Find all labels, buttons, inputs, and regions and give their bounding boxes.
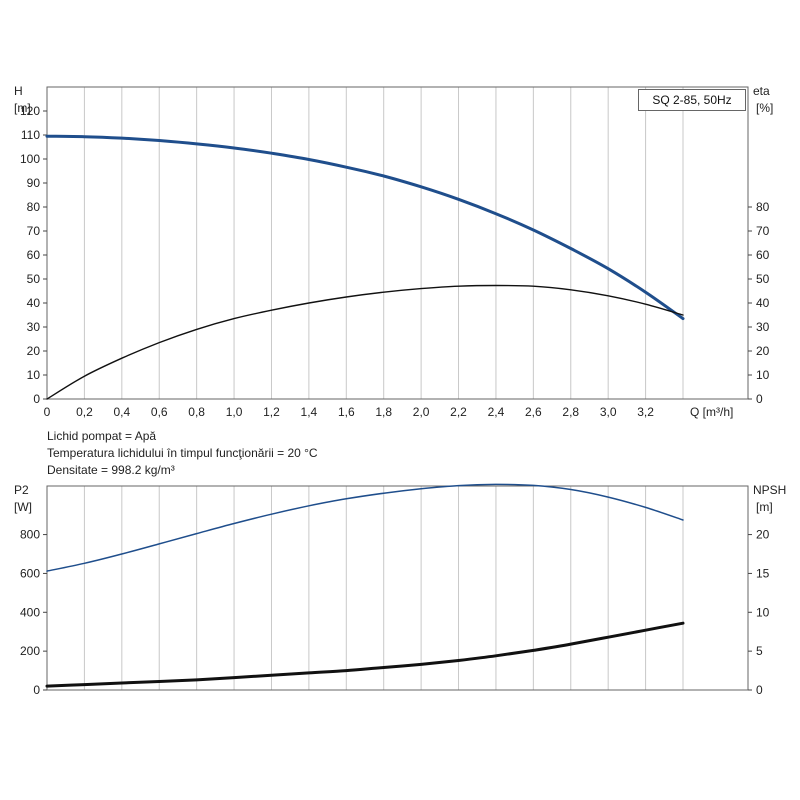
bottom-right-tick-label: 15 (756, 566, 770, 580)
top-right-axis-title: eta (753, 84, 770, 98)
top-left-tick-label: 50 (27, 272, 41, 286)
bottom-series-npsh-line (45, 621, 685, 688)
top-x-tick-label: 0,2 (76, 405, 93, 419)
top-left-tick-label: 0 (33, 392, 40, 406)
top-left-tick-label: 80 (27, 200, 41, 214)
bottom-left-tick-label: 0 (33, 683, 40, 697)
top-x-tick-label: 1,4 (301, 405, 318, 419)
top-right-tick-label: 30 (756, 320, 770, 334)
bottom-left-tick-label: 200 (20, 644, 40, 658)
bottom-left-tick-label: 600 (20, 566, 40, 580)
bottom-right-tick-label: 5 (756, 644, 763, 658)
pump-label-box: SQ 2-85, 50Hz (638, 89, 746, 111)
bottom-right-tick-label: 20 (756, 528, 770, 542)
bottom-left-tick-label: 800 (20, 528, 40, 542)
top-series-eta-line (46, 284, 684, 400)
top-x-tick-label: 2,2 (450, 405, 467, 419)
top-left-tick-label: 60 (27, 248, 41, 262)
top-plot-frame (46, 86, 749, 400)
top-series-h-line (45, 134, 685, 321)
bottom-left-axis-title: P2 (14, 483, 29, 497)
top-x-tick-label: 1,0 (226, 405, 243, 419)
top-x-tick-label: 2,8 (562, 405, 579, 419)
bottom-left-tick-label: 400 (20, 605, 40, 619)
top-left-tick-label: 40 (27, 296, 41, 310)
top-x-tick-label: 3,2 (637, 405, 654, 419)
bottom-right-axis-unit: [m] (756, 500, 773, 514)
top-right-axis-unit: [%] (756, 101, 773, 115)
bottom-right-tick-label: 0 (756, 683, 763, 697)
top-left-tick-label: 20 (27, 344, 41, 358)
top-left-tick-label: 90 (27, 176, 41, 190)
top-left-tick-label: 70 (27, 224, 41, 238)
bottom-right-axis-title: NPSH (753, 483, 786, 497)
top-right-tick-label: 50 (756, 272, 770, 286)
top-right-tick-label: 70 (756, 224, 770, 238)
top-x-tick-label: 2,0 (413, 405, 430, 419)
top-x-tick-label: 0,6 (151, 405, 168, 419)
pump-label: SQ 2-85, 50Hz (652, 93, 732, 107)
top-right-tick-label: 20 (756, 344, 770, 358)
info-temperature: Temperatura lichidului în timpul funcţio… (47, 446, 318, 460)
top-left-tick-label: 100 (20, 152, 40, 166)
info-density: Densitate = 998.2 kg/m³ (47, 463, 175, 477)
top-x-tick-label: 2,4 (488, 405, 505, 419)
top-left-tick-label: 30 (27, 320, 41, 334)
bottom-left-axis-unit: [W] (14, 500, 32, 514)
top-left-axis-unit: [m] (14, 101, 31, 115)
top-x-tick-label: 0,4 (113, 405, 130, 419)
info-fluid: Lichid pompat = Apă (47, 429, 157, 443)
top-x-tick-label: 1,8 (375, 405, 392, 419)
top-left-tick-label: 10 (27, 368, 41, 382)
top-left-axis-title: H (14, 84, 23, 98)
top-x-tick-label: 0 (44, 405, 51, 419)
top-right-tick-label: 10 (756, 368, 770, 382)
top-x-tick-label: 2,6 (525, 405, 542, 419)
top-right-tick-label: 40 (756, 296, 770, 310)
top-x-tick-label: 3,0 (600, 405, 617, 419)
top-left-tick-label: 120 (20, 104, 40, 118)
top-right-tick-label: 0 (756, 392, 763, 406)
top-x-tick-label: 0,8 (188, 405, 205, 419)
top-right-tick-label: 60 (756, 248, 770, 262)
top-right-tick-label: 80 (756, 200, 770, 214)
top-x-axis-label: Q [m³/h] (690, 405, 733, 419)
top-x-tick-label: 1,6 (338, 405, 355, 419)
top-left-tick-label: 110 (21, 128, 40, 142)
top-x-tick-label: 1,2 (263, 405, 280, 419)
bottom-series-p2-line (46, 483, 684, 572)
bottom-right-tick-label: 10 (756, 605, 770, 619)
bottom-plot-frame (46, 485, 749, 691)
